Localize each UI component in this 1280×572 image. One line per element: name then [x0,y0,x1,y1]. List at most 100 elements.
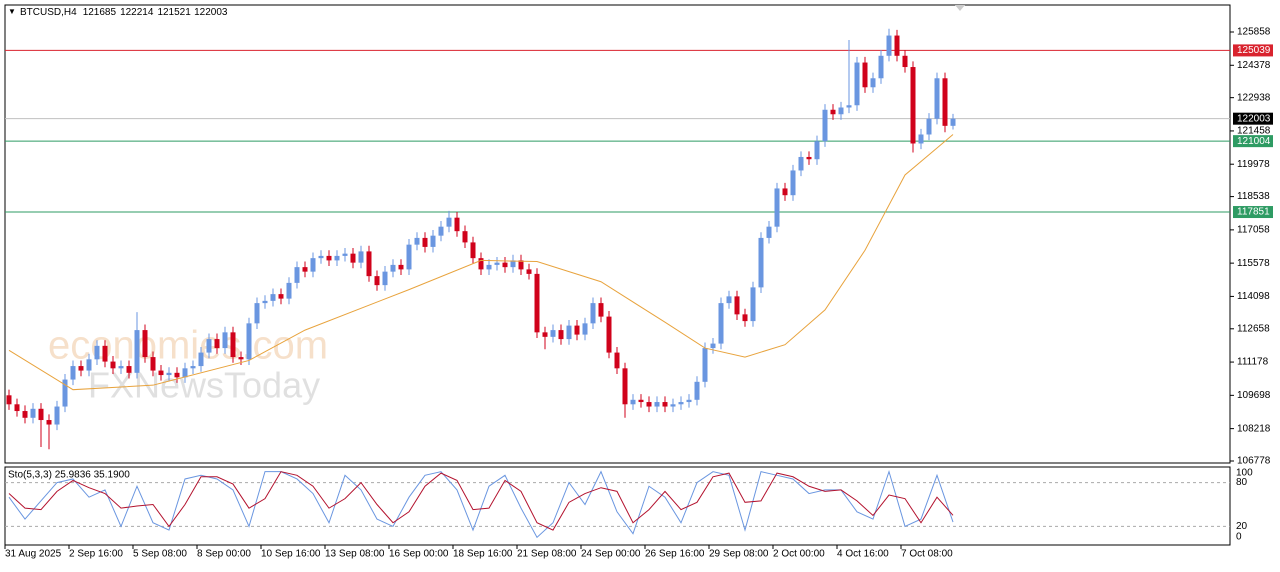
candle-body [358,251,364,263]
candle-body [134,330,140,373]
candle-body [630,399,636,405]
candle-body [254,303,260,324]
candle-body [158,370,164,376]
candle-body [518,260,524,270]
candle-body [150,357,156,371]
candle-body [70,366,76,380]
candle-body [918,134,924,144]
candle-body [142,330,148,358]
candle-body [214,339,220,349]
candle-body [542,332,548,337]
candle-body [270,294,276,301]
symbol: BTCUSD,H4 [20,7,77,18]
main-panel [4,4,1231,464]
candle-body [326,255,332,261]
y-tick-label: 125858 [1237,27,1271,38]
stoch-line [8,471,954,531]
x-tick-label: 29 Sep 08:00 [709,549,769,560]
candle-body [614,352,620,369]
y-tick-label: 118538 [1237,191,1270,202]
candle-body [670,404,676,407]
candle-body [206,339,212,353]
candle-body [742,314,748,322]
y-tick-label: 108218 [1237,423,1271,434]
candle-body [734,296,740,315]
candle-body [926,118,932,135]
y-tick-label: 122938 [1237,92,1271,103]
price-tag-label: 117851 [1237,207,1270,218]
y-tick-label: 109698 [1237,390,1271,401]
stoch-tick-label: 0 [1236,532,1242,543]
y-tick-label: 111178 [1237,357,1269,368]
candle-body [166,372,172,376]
candle-body [294,267,300,283]
x-tick-label: 26 Sep 16:00 [645,549,705,560]
y-tick-label: 117058 [1237,225,1270,236]
candle-body [262,300,268,304]
candle-body [398,264,404,270]
candle-body [478,258,484,270]
candle-body [662,402,668,407]
x-tick-label: 21 Sep 08:00 [517,549,577,560]
candle-body [390,264,396,272]
candle-body [814,141,820,160]
candle-body [238,357,244,360]
candle-body [310,258,316,272]
candle-body [526,269,532,274]
candle-body [710,343,716,349]
y-tick-label: 124378 [1237,60,1271,71]
candle-body [574,325,580,335]
price-tag-label: 121004 [1237,136,1271,147]
candle-body [22,411,28,418]
candle-body [46,420,52,425]
candle-body [494,262,500,265]
candle-body [590,303,596,324]
candle-body [878,55,884,79]
y-tick-label: 115578 [1237,258,1270,269]
candle-body [726,296,732,304]
price-tag [1233,135,1273,148]
candle-body [374,276,380,286]
candle-body [342,253,348,256]
candle-body [182,368,188,378]
x-tick-label: 2 Sep 16:00 [69,549,123,560]
candle-body [334,255,340,261]
candle-body [38,408,44,421]
candle-body [302,267,308,272]
candle-body [286,282,292,299]
candle-body [678,402,684,405]
stoch-tick-label: 100 [1236,468,1253,479]
candle-body [750,287,756,322]
candle-body [702,348,708,382]
x-tick-label: 31 Aug 2025 [5,549,62,560]
price-tag [1233,44,1273,57]
candle-body [246,323,252,360]
candle-body [382,271,388,286]
candle-body [454,217,460,232]
candle-body [758,237,764,288]
candle-body [54,406,60,425]
candle-body [350,253,356,263]
candle-body [782,188,788,196]
candle-body [486,264,492,270]
candle-body [942,78,948,126]
shift-marker [955,5,965,11]
x-tick-label: 7 Oct 08:00 [901,549,953,560]
price-tag-label: 122003 [1237,113,1271,124]
candle-body [366,251,372,277]
candle-body [510,260,516,268]
x-tick-label: 8 Sep 00:00 [197,549,251,560]
x-tick-label: 10 Sep 16:00 [261,549,321,560]
candle-body [550,330,556,337]
candle-body [718,303,724,344]
y-tick-label: 121458 [1237,126,1271,137]
price-tag [1233,206,1273,219]
stoch-line [8,469,954,539]
candle-body [318,255,324,259]
candle-body [606,316,612,353]
candle-body [14,404,20,412]
ohlc-high: 122214 [120,7,154,18]
candle-body [230,332,236,358]
